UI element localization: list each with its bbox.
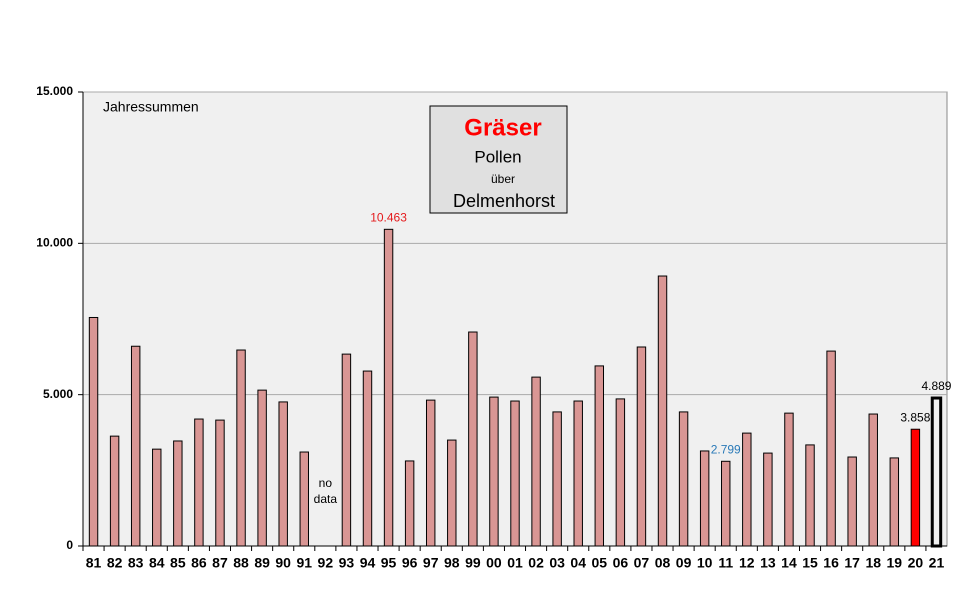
value-label: 2.799 bbox=[711, 442, 741, 456]
x-tick-label: 01 bbox=[507, 555, 523, 571]
bar bbox=[215, 419, 225, 547]
x-tick-label: 96 bbox=[402, 555, 418, 571]
bar bbox=[847, 456, 857, 547]
bar bbox=[594, 365, 605, 547]
bar bbox=[299, 451, 309, 547]
y-tick-label: 0 bbox=[66, 538, 73, 552]
x-tick-label: 95 bbox=[381, 555, 397, 571]
x-tick-label: 06 bbox=[613, 555, 629, 571]
x-tick-label: 91 bbox=[296, 555, 312, 571]
bar bbox=[826, 350, 836, 547]
x-tick-label: 85 bbox=[170, 555, 186, 571]
value-label: 10.463 bbox=[370, 210, 407, 224]
bar bbox=[468, 331, 478, 547]
x-tick-label: 98 bbox=[444, 555, 460, 571]
x-tick-label: 04 bbox=[570, 555, 586, 571]
missing-note: data bbox=[314, 492, 338, 506]
x-tick-label: 88 bbox=[233, 555, 249, 571]
bar bbox=[889, 457, 900, 547]
x-tick-label: 05 bbox=[592, 555, 608, 571]
bar bbox=[278, 401, 288, 547]
bar bbox=[573, 400, 583, 547]
bar bbox=[615, 398, 626, 547]
bar bbox=[109, 435, 120, 547]
x-tick-label: 10 bbox=[697, 555, 713, 571]
x-tick-label: 84 bbox=[149, 555, 165, 571]
bar bbox=[510, 400, 520, 547]
bar bbox=[699, 450, 710, 547]
title-box bbox=[429, 105, 568, 214]
bar bbox=[657, 275, 668, 547]
x-tick-label: 16 bbox=[823, 555, 839, 571]
x-tick-label: 94 bbox=[360, 555, 376, 571]
x-tick-label: 07 bbox=[634, 555, 650, 571]
x-tick-label: 87 bbox=[212, 555, 228, 571]
bar bbox=[257, 389, 267, 547]
bar bbox=[404, 460, 415, 547]
x-tick-label: 08 bbox=[655, 555, 671, 571]
bar bbox=[447, 439, 457, 547]
x-tick-label: 83 bbox=[128, 555, 144, 571]
x-tick-label: 12 bbox=[739, 555, 755, 571]
bar bbox=[930, 396, 943, 548]
x-tick-label: 99 bbox=[465, 555, 481, 571]
x-tick-label: 15 bbox=[802, 555, 818, 571]
bar bbox=[636, 346, 647, 547]
x-tick-label: 21 bbox=[929, 555, 945, 571]
x-tick-label: 14 bbox=[781, 555, 797, 571]
bar bbox=[805, 444, 815, 547]
bar bbox=[552, 411, 562, 547]
x-tick-label: 20 bbox=[908, 555, 924, 571]
x-tick-label: 82 bbox=[107, 555, 123, 571]
x-tick-label: 13 bbox=[760, 555, 776, 571]
x-tick-label: 11 bbox=[718, 555, 733, 571]
bar bbox=[763, 452, 773, 547]
bar bbox=[362, 370, 373, 547]
bar bbox=[531, 376, 541, 547]
title-line: Delmenhorst bbox=[453, 191, 555, 211]
x-tick-label: 09 bbox=[676, 555, 692, 571]
missing-note: no bbox=[319, 476, 333, 490]
bar bbox=[678, 411, 689, 547]
value-label: 3.858 bbox=[900, 410, 930, 424]
x-tick-label: 00 bbox=[486, 555, 502, 571]
bar bbox=[425, 399, 436, 547]
title-line: Pollen bbox=[474, 147, 521, 166]
bar bbox=[236, 349, 246, 547]
y-tick-label: 10.000 bbox=[36, 236, 73, 250]
x-tick-label: 81 bbox=[86, 555, 102, 571]
bar bbox=[88, 316, 99, 547]
bar bbox=[868, 413, 878, 547]
chart-title: Gräser bbox=[464, 114, 541, 141]
bar bbox=[173, 440, 183, 547]
bar bbox=[742, 432, 752, 547]
bar bbox=[489, 396, 499, 547]
bar bbox=[152, 448, 162, 547]
value-label: 4.889 bbox=[921, 379, 951, 393]
bar bbox=[784, 412, 794, 547]
x-tick-label: 90 bbox=[275, 555, 291, 571]
y-tick-label: 5.000 bbox=[43, 387, 73, 401]
bar bbox=[130, 345, 141, 547]
x-tick-label: 86 bbox=[191, 555, 207, 571]
x-tick-label: 97 bbox=[423, 555, 439, 571]
annotation: Jahressummen bbox=[103, 99, 199, 115]
x-tick-label: 17 bbox=[844, 555, 860, 571]
bar bbox=[194, 418, 204, 547]
y-tick-label: 15.000 bbox=[36, 84, 73, 98]
bar bbox=[383, 228, 394, 547]
x-tick-label: 03 bbox=[549, 555, 565, 571]
bar bbox=[721, 460, 731, 547]
x-tick-label: 93 bbox=[339, 555, 355, 571]
bar bbox=[341, 353, 352, 547]
x-tick-label: 92 bbox=[318, 555, 334, 571]
x-tick-label: 89 bbox=[254, 555, 270, 571]
title-line: über bbox=[491, 172, 515, 186]
x-tick-label: 18 bbox=[865, 555, 881, 571]
x-tick-label: 19 bbox=[887, 555, 903, 571]
x-tick-label: 02 bbox=[528, 555, 544, 571]
bar bbox=[910, 428, 921, 547]
